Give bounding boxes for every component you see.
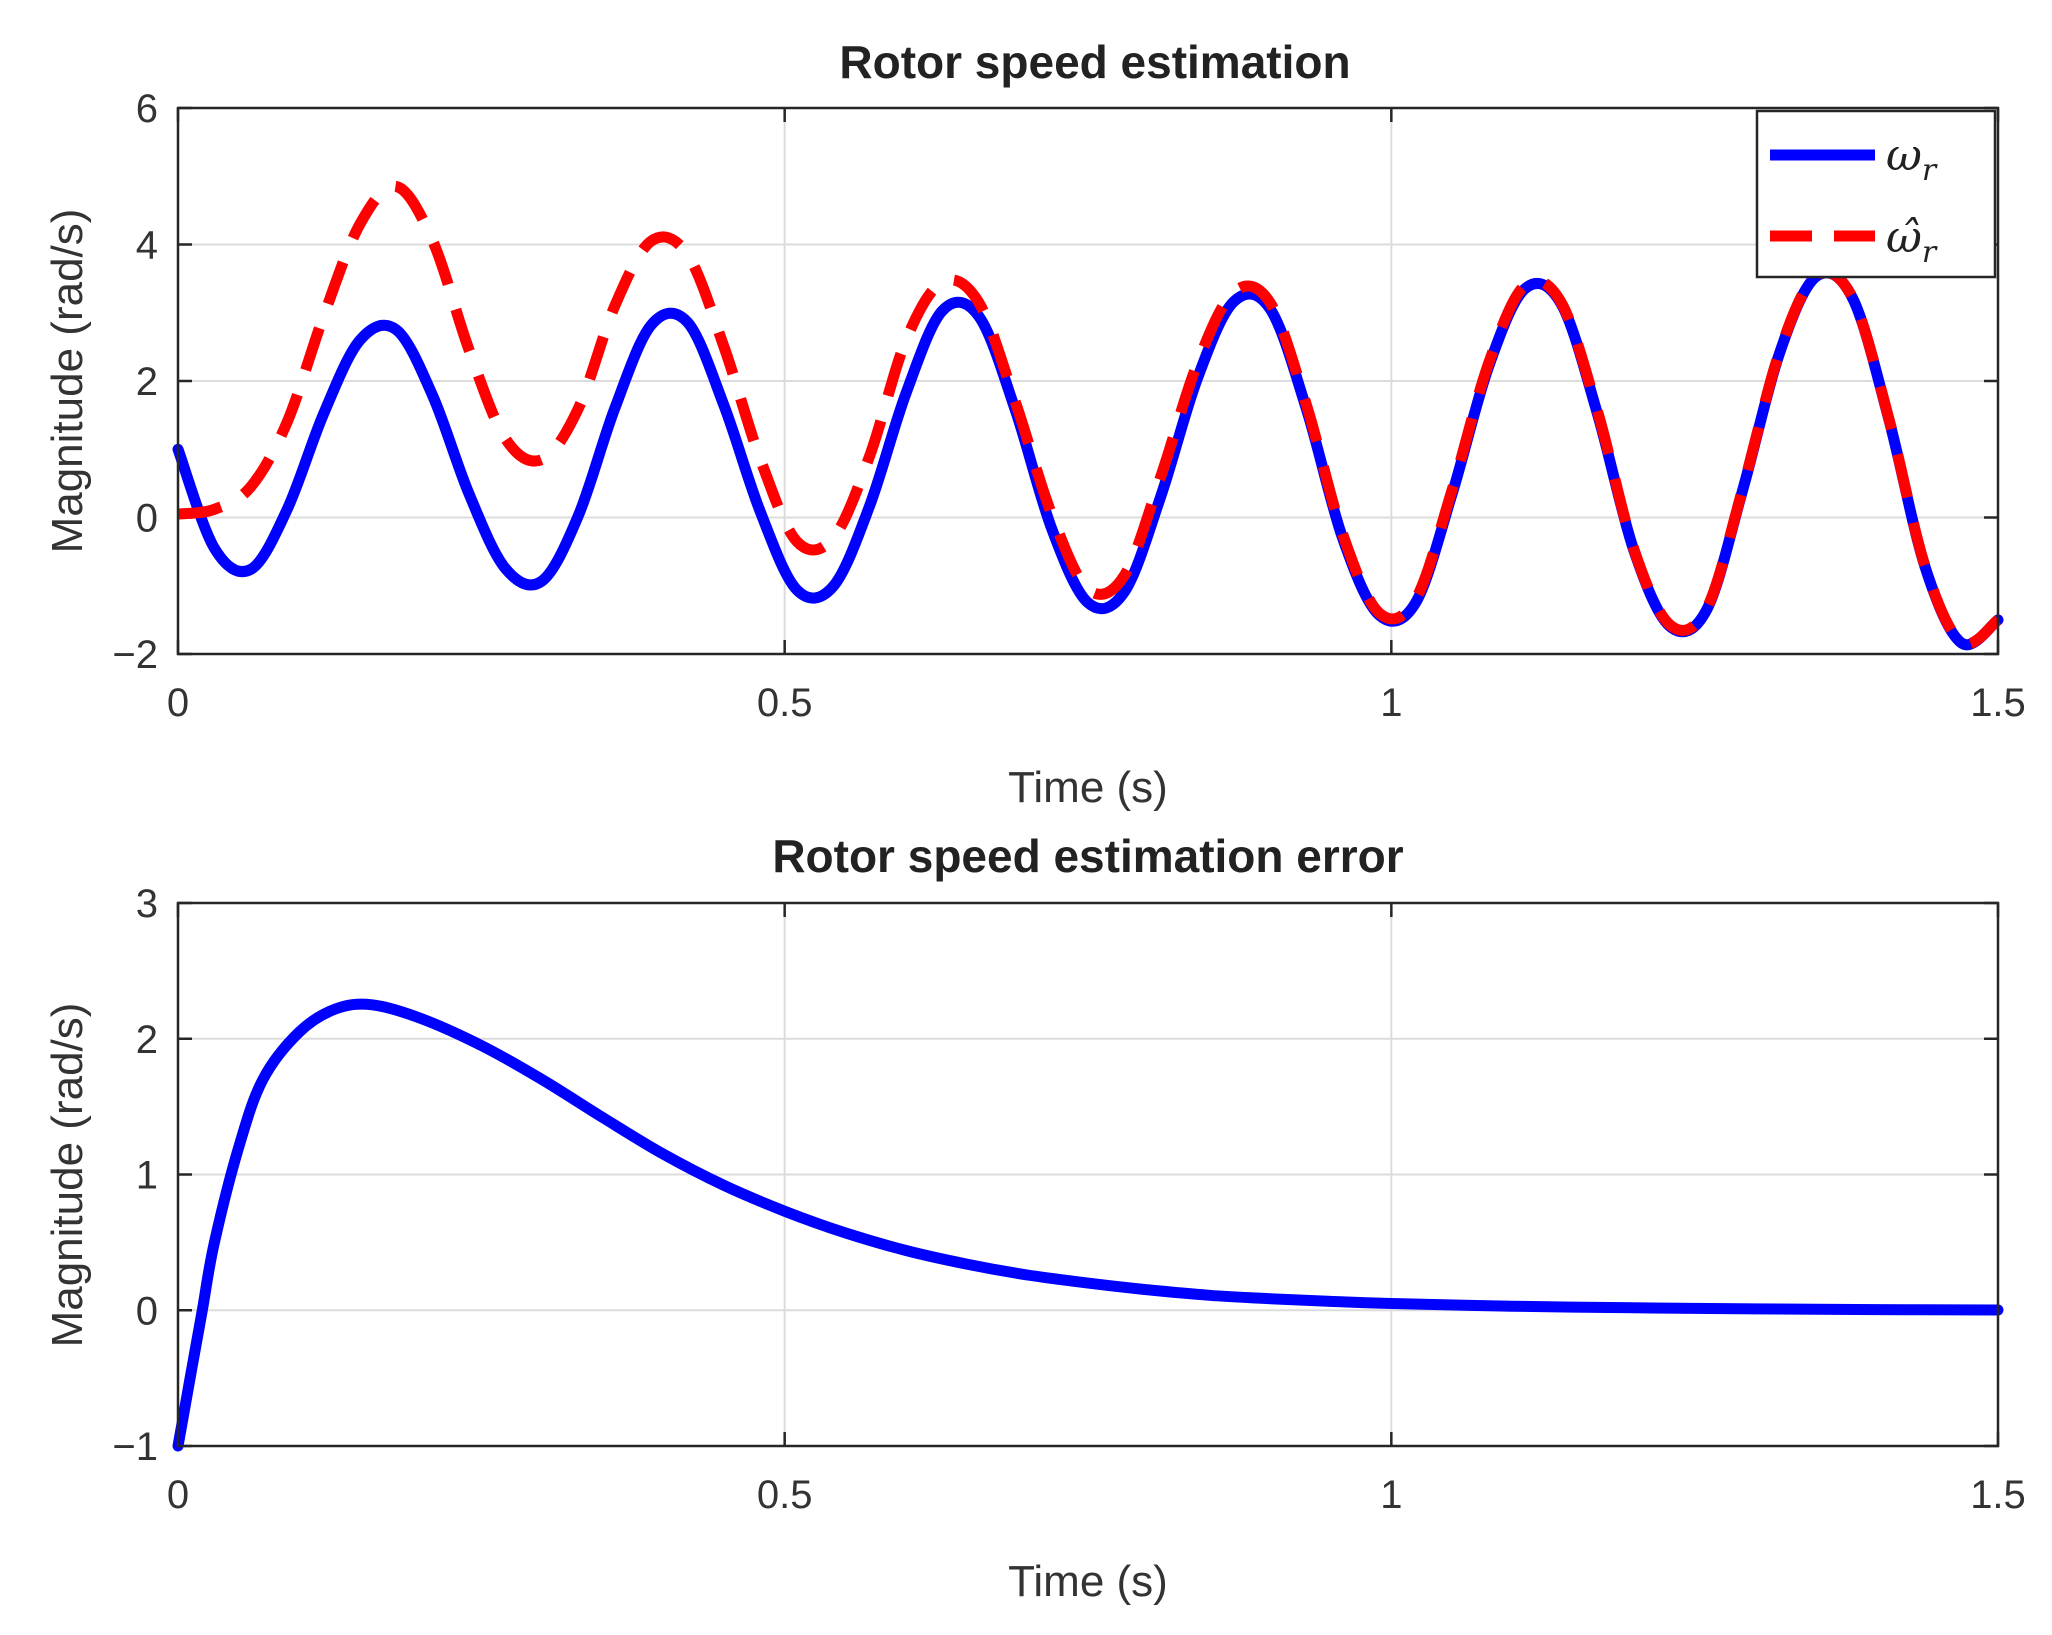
x-tick-label: 0 bbox=[167, 1473, 189, 1517]
legend-omega-r-hat-symbol: ω̂ bbox=[1886, 212, 1922, 263]
legend-omega-r-symbol: ω bbox=[1886, 130, 1922, 181]
plot-1-title: Rotor speed estimation bbox=[839, 36, 1350, 88]
series-error-line bbox=[172, 998, 2004, 1452]
y-tick-label: 0 bbox=[136, 497, 158, 541]
plot-1-y-axis-label: Magnitude (rad/s) bbox=[43, 209, 92, 554]
legend-omega-r-subscript: r bbox=[1922, 153, 1938, 188]
x-tick-label: 1.5 bbox=[1970, 1473, 2026, 1517]
y-tick-label: 6 bbox=[136, 87, 158, 131]
plot-1-axes-box bbox=[176, 106, 2000, 656]
plot-2: Rotor speed estimation error 0 0.5 1 1.5 −1… bbox=[43, 830, 2026, 1606]
plot-2-axes-box bbox=[176, 901, 2000, 1448]
series-omega-r-hat-line bbox=[177, 180, 2002, 650]
plot-2-y-axis-label: Magnitude (rad/s) bbox=[43, 1003, 92, 1348]
plot-2-title: Rotor speed estimation error bbox=[772, 830, 1403, 882]
y-tick-label: 1 bbox=[136, 1154, 158, 1198]
y-tick-label: −1 bbox=[112, 1425, 158, 1469]
y-tick-label: −2 bbox=[112, 633, 158, 677]
y-tick-label: 3 bbox=[136, 882, 158, 926]
y-tick-label: 0 bbox=[136, 1289, 158, 1333]
x-tick-label: 1.5 bbox=[1970, 681, 2026, 725]
legend-omega-r-hat-subscript: r bbox=[1922, 235, 1938, 270]
x-tick-label: 0.5 bbox=[757, 1473, 813, 1517]
plot-2-x-ticks: 0 0.5 1 1.5 bbox=[167, 903, 2026, 1517]
y-tick-label: 2 bbox=[136, 360, 158, 404]
y-tick-label: 2 bbox=[136, 1018, 158, 1062]
x-tick-label: 1 bbox=[1380, 1473, 1402, 1517]
legend-box bbox=[1755, 109, 1997, 279]
x-tick-label: 0 bbox=[167, 681, 189, 725]
plot-1-x-ticks: 0 0.5 1 1.5 bbox=[167, 108, 2026, 725]
y-tick-label: 4 bbox=[136, 224, 158, 268]
legend: ωr ω̂r bbox=[1755, 109, 1997, 279]
plot-2-y-ticks: −1 0 1 2 3 bbox=[112, 882, 1998, 1469]
plot-2-x-axis-label: Time (s) bbox=[1008, 1557, 1168, 1606]
legend-label-omega-r-hat: ω̂r bbox=[1886, 212, 1938, 270]
legend-label-omega-r: ωr bbox=[1886, 130, 1938, 188]
series-omega-r-line bbox=[172, 267, 2004, 651]
x-tick-label: 0.5 bbox=[757, 681, 813, 725]
x-tick-label: 1 bbox=[1380, 681, 1402, 725]
plot-1-x-axis-label: Time (s) bbox=[1008, 763, 1168, 812]
